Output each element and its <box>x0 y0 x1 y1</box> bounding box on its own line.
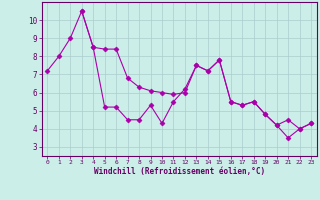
X-axis label: Windchill (Refroidissement éolien,°C): Windchill (Refroidissement éolien,°C) <box>94 167 265 176</box>
